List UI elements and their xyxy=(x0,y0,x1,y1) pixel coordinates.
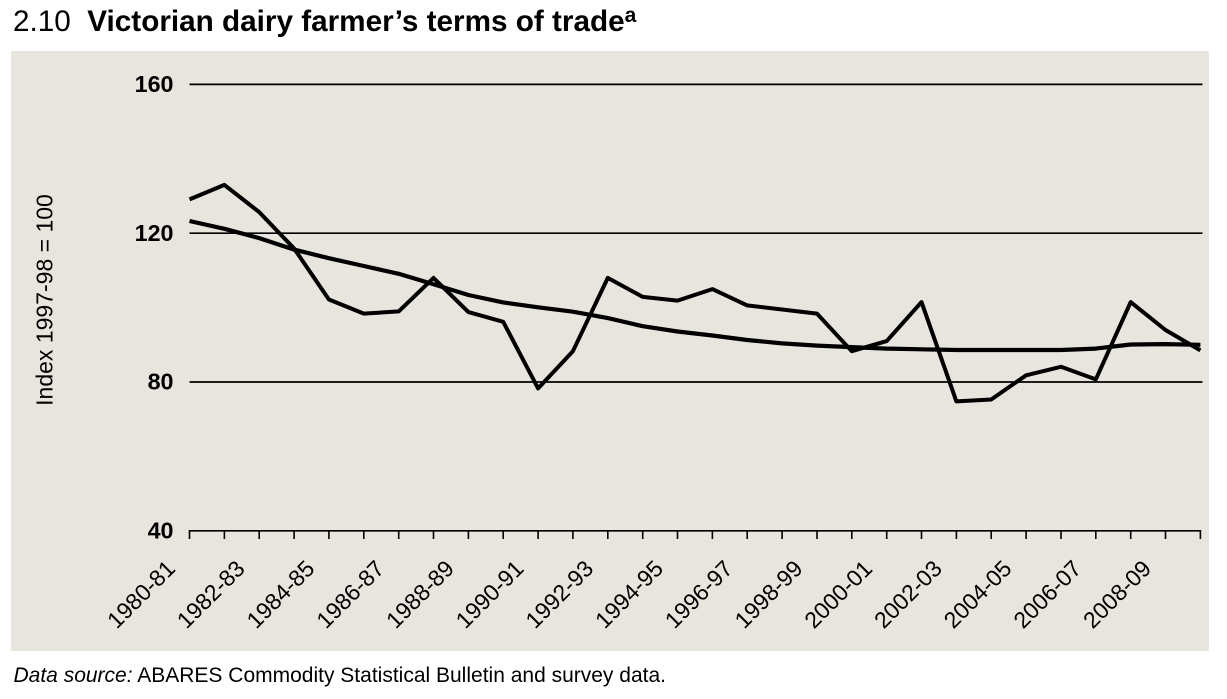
svg-text:Index 1997-98 = 100: Index 1997-98 = 100 xyxy=(32,194,58,406)
svg-text:40: 40 xyxy=(148,517,174,543)
svg-text:80: 80 xyxy=(148,369,174,395)
svg-text:160: 160 xyxy=(135,71,174,97)
svg-text:120: 120 xyxy=(135,220,174,246)
